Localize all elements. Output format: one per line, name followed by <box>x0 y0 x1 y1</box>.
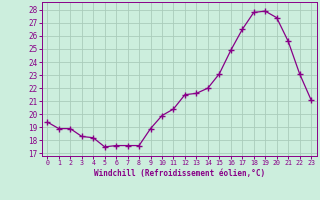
X-axis label: Windchill (Refroidissement éolien,°C): Windchill (Refroidissement éolien,°C) <box>94 169 265 178</box>
